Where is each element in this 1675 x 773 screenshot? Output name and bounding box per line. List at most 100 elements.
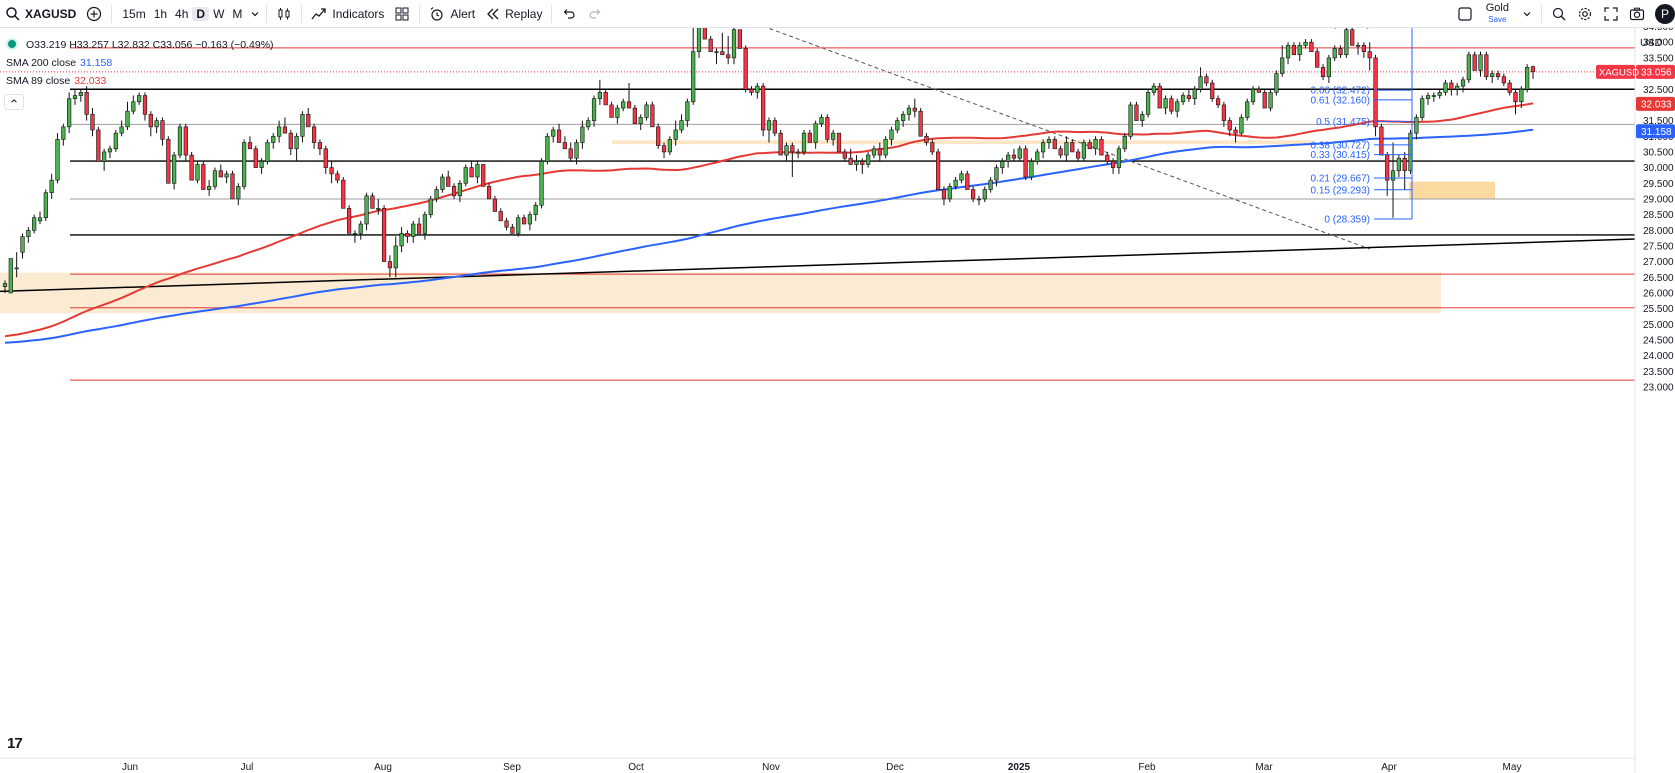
timeframe-15m[interactable]: 15m: [122, 6, 146, 21]
bearish-candle: [96, 129, 101, 162]
bearish-candle: [609, 104, 614, 118]
layout-name[interactable]: Gold Save: [1478, 3, 1517, 25]
bearish-candle: [323, 148, 328, 168]
undo-icon: [564, 8, 576, 19]
last-price-tag: 33.056: [1641, 67, 1672, 78]
bearish-candle: [486, 186, 492, 200]
replay-button[interactable]: Replay: [480, 0, 547, 28]
price-axis: 35.50035.00034.50034.00033.50033.00032.5…: [1634, 28, 1674, 773]
layout-save-status: Save: [1488, 15, 1507, 24]
bearish-candle: [405, 233, 410, 237]
timeframe-w[interactable]: W: [213, 6, 225, 21]
bullish-candle: [801, 132, 807, 153]
bullish-candle: [1437, 92, 1442, 96]
timeframe-1h[interactable]: 1h: [153, 6, 168, 21]
currency-label[interactable]: USD: [1640, 37, 1663, 49]
profile-button[interactable]: P: [1650, 0, 1675, 28]
moving-averages-layer: [4, 102, 1534, 344]
bullish-candle: [236, 186, 241, 200]
fib-level-label: 1 (34.591): [1324, 28, 1370, 30]
bullish-candle: [1425, 95, 1431, 99]
fib-level-label: 0.38 (30.727): [1311, 140, 1371, 151]
bullish-candle: [1326, 57, 1331, 78]
bearish-candle: [183, 126, 188, 156]
price-tick-label: 23.000: [1643, 382, 1674, 393]
undo-button[interactable]: [556, 0, 582, 28]
bearish-candle: [1134, 104, 1139, 121]
sma89-legend[interactable]: SMA 89 close 32.033: [6, 75, 106, 87]
fib-level-label: 0.21 (29.667): [1311, 174, 1371, 185]
price-tick-label: 29.500: [1643, 179, 1674, 190]
sma200-price-tag-bg: [1636, 124, 1675, 139]
timeframe-4h[interactable]: 4h: [175, 6, 189, 21]
fullscreen-button[interactable]: [1598, 0, 1624, 28]
bearish-candle: [825, 117, 830, 140]
templates-button[interactable]: [389, 0, 415, 28]
bearish-candle: [160, 120, 165, 140]
alert-button[interactable]: Alert: [424, 0, 480, 28]
bearish-candle: [510, 226, 515, 234]
sma89-label: SMA 89 close: [6, 75, 71, 87]
bullish-candle: [1140, 114, 1145, 121]
quick-search-button[interactable]: [1546, 0, 1572, 28]
right-toolbar: Gold Save P: [1452, 0, 1675, 28]
price-tick-label: 30.000: [1643, 163, 1674, 174]
bearish-candle: [1309, 41, 1314, 52]
chevron-down-icon[interactable]: [250, 9, 260, 19]
bullish-candle: [1490, 73, 1495, 78]
indicators-icon: [311, 7, 327, 19]
price-tick-label: 27.500: [1643, 241, 1674, 252]
price-chart[interactable]: 1 (34.591) 0.66 (32.472)0.61 (32.160) 0.5 …: [0, 28, 1675, 773]
compare-symbol-button[interactable]: [81, 0, 107, 28]
bearish-candle: [1052, 139, 1057, 150]
bullish-candle: [959, 173, 964, 181]
bearish-candle: [90, 114, 95, 131]
bullish-candle: [212, 170, 218, 187]
bearish-candle: [603, 92, 608, 106]
bullish-candle: [393, 245, 398, 269]
layout-menu-button[interactable]: [1517, 0, 1537, 28]
time-tick-label: Aug: [374, 762, 392, 773]
bullish-candle: [831, 132, 836, 140]
toolbar-divider: [266, 4, 268, 23]
sma200-legend[interactable]: SMA 200 close 31.158: [6, 57, 112, 69]
bullish-candle: [1414, 117, 1419, 134]
collapse-legend-button[interactable]: [4, 94, 24, 110]
timeframe-m[interactable]: M: [232, 6, 243, 21]
bullish-candle: [224, 173, 229, 178]
bullish-candle: [1145, 92, 1151, 115]
time-tick-label: Jun: [122, 762, 138, 773]
bullish-candle: [994, 167, 999, 181]
bullish-candle: [1029, 161, 1034, 178]
redo-button[interactable]: [582, 0, 608, 28]
bullish-candle: [154, 120, 159, 128]
snapshot-button[interactable]: [1624, 0, 1650, 28]
timeframe-d[interactable]: D: [192, 6, 210, 21]
bearish-candle: [341, 179, 346, 209]
bullish-candle: [976, 198, 982, 201]
levels-layer: [0, 47, 1635, 381]
bullish-candle: [276, 126, 282, 137]
symbol-search[interactable]: XAGUSD: [0, 0, 81, 28]
bearish-candle: [1157, 85, 1162, 109]
ohlc-values: O33.219 H33.257 L32.832 C33.056 −0.163 (…: [26, 39, 274, 51]
tradingview-logo-icon[interactable]: 17: [7, 735, 23, 752]
bearish-candle: [1233, 129, 1238, 134]
indicators-button[interactable]: Indicators: [306, 0, 389, 28]
price-tick-label: 34.500: [1643, 28, 1674, 33]
bullish-candle: [358, 223, 363, 234]
bullish-candle: [1192, 88, 1197, 99]
settings-button[interactable]: [1572, 0, 1598, 28]
bearish-candle: [1472, 54, 1477, 71]
bullish-candle: [638, 117, 643, 125]
time-tick-label: Mar: [1255, 762, 1273, 773]
fib-level-label: 0 (28.359): [1324, 215, 1370, 226]
layout-select-checkbox[interactable]: [1452, 0, 1478, 28]
bearish-candle: [1350, 29, 1355, 46]
chart-type-button[interactable]: [271, 0, 297, 28]
alarm-clock-icon: [431, 6, 444, 21]
bullish-candle: [1116, 148, 1122, 168]
bullish-candle: [352, 233, 358, 235]
time-tick-label: Nov: [762, 762, 780, 773]
time-tick-label: May: [1503, 762, 1522, 773]
